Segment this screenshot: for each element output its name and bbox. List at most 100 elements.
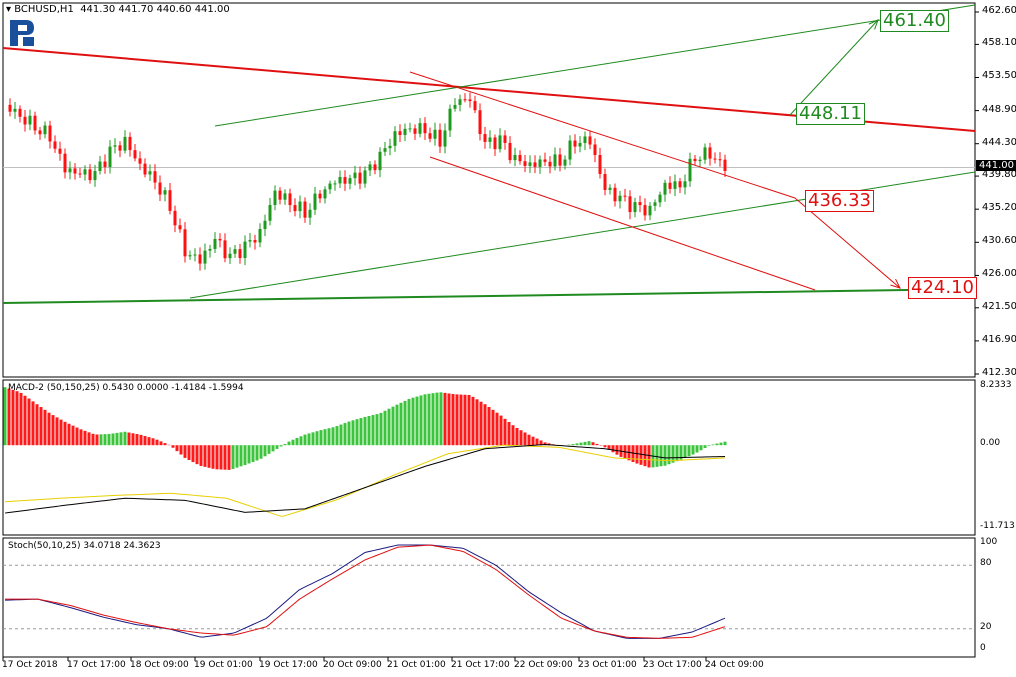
macd-histogram-bar xyxy=(471,396,475,446)
macd-histogram-bar xyxy=(667,445,671,465)
macd-histogram-bar xyxy=(379,412,383,446)
candle-body xyxy=(73,168,77,174)
candle-body xyxy=(293,205,297,212)
candle-body xyxy=(218,238,222,241)
macd-histogram-bar xyxy=(115,432,119,446)
candle-body xyxy=(483,134,487,142)
stoch-panel-frame xyxy=(2,537,976,658)
candle-body xyxy=(503,135,507,143)
macd-histogram-bar xyxy=(255,445,259,461)
candle-body xyxy=(478,110,482,135)
channel-lower-red xyxy=(429,156,816,291)
macd-histogram-bar xyxy=(531,436,535,446)
time-tick-label: 19 Oct 01:00 xyxy=(194,660,253,670)
macd-histogram-bar xyxy=(355,419,359,446)
candle-body xyxy=(568,140,572,160)
candle-body xyxy=(718,159,722,161)
candle-body xyxy=(463,99,467,101)
macd-histogram-bar xyxy=(287,441,291,446)
candle-body xyxy=(278,190,282,200)
macd-histogram-bar xyxy=(103,434,107,446)
candle-body xyxy=(328,183,332,190)
macd-histogram-bar xyxy=(711,444,715,446)
price-tick-label: 453.50 xyxy=(982,70,1016,82)
candle-body xyxy=(693,158,697,162)
macd-histogram-bar xyxy=(431,393,435,446)
candle-body xyxy=(418,123,422,134)
macd-histogram-bar xyxy=(139,434,143,446)
macd-histogram-bar xyxy=(503,418,507,446)
candle-body xyxy=(458,99,462,105)
macd-histogram-bar xyxy=(367,415,371,446)
candle-body xyxy=(433,129,437,139)
candle-body xyxy=(403,128,407,135)
candle-body xyxy=(323,189,327,199)
candle-body xyxy=(258,228,262,243)
macd-histogram-bar xyxy=(391,406,395,446)
candle-body xyxy=(513,154,517,161)
macd-histogram-bar xyxy=(719,442,723,446)
symbol-header: ▾ BCHUSD,H1 441.30 441.70 440.60 441.00 xyxy=(6,4,230,15)
macd-histogram-bar xyxy=(467,394,471,446)
macd-histogram-bar xyxy=(327,428,331,446)
candle-body xyxy=(53,141,57,149)
macd-histogram-bar xyxy=(63,421,67,446)
candle-body xyxy=(83,169,87,175)
macd-histogram-bar xyxy=(219,445,223,470)
candle-body xyxy=(163,190,167,195)
candle-body xyxy=(298,201,302,212)
time-tick-label: 17 Oct 17:00 xyxy=(67,660,126,670)
macd-histogram-bar xyxy=(399,402,403,446)
macd-histogram-bar xyxy=(491,409,495,446)
macd-histogram-bar xyxy=(411,397,415,446)
macd-histogram-bar xyxy=(243,445,247,465)
stoch-signal-line xyxy=(5,544,726,639)
macd-histogram-bar xyxy=(175,445,179,452)
macd-histogram-bar xyxy=(607,445,611,450)
macd-histogram-bar xyxy=(635,445,639,464)
time-tick-label: 23 Oct 17:00 xyxy=(643,660,702,670)
macd-histogram-bar xyxy=(703,445,707,449)
candle-body xyxy=(518,154,522,162)
candle-body xyxy=(268,205,272,221)
candle-body xyxy=(538,159,542,167)
candle-body xyxy=(443,130,447,147)
candle-body xyxy=(203,250,207,264)
macd-histogram-bar xyxy=(723,441,727,446)
macd-histogram-bar xyxy=(39,407,43,446)
candle-body xyxy=(638,202,642,206)
macd-histogram-bar xyxy=(131,433,135,446)
macd-histogram-bar xyxy=(419,395,423,446)
macd-histogram-bar xyxy=(35,404,39,446)
price-tick-label: 416.90 xyxy=(982,333,1016,345)
macd-histogram-bar xyxy=(571,444,575,446)
macd-histogram-bar xyxy=(179,445,183,455)
ohlc-values: 441.30 441.70 440.60 441.00 xyxy=(80,4,230,15)
macd-histogram-bar xyxy=(331,427,335,446)
macd-histogram-bar xyxy=(67,423,71,446)
macd-histogram-bar xyxy=(127,432,131,446)
macd-histogram-bar xyxy=(111,433,115,446)
candle-body xyxy=(273,190,277,206)
macd-histogram-bar xyxy=(199,445,203,466)
macd-histogram-bar xyxy=(567,444,571,446)
candle-body xyxy=(28,115,32,125)
candle-body xyxy=(213,238,217,249)
macd-histogram-bar xyxy=(439,392,443,446)
candle-body xyxy=(563,159,567,166)
macd-histogram-bar xyxy=(487,407,491,446)
macd-histogram-bar xyxy=(371,415,375,446)
time-tick-label: 18 Oct 09:00 xyxy=(130,660,189,670)
candle-body xyxy=(48,125,52,142)
macd-histogram-bar xyxy=(707,445,711,446)
macd-histogram-bar xyxy=(315,431,319,446)
candle-body xyxy=(533,162,537,167)
macd-histogram-bar xyxy=(463,394,467,446)
macd-histogram-bar xyxy=(347,421,351,446)
target-label: 461.40 xyxy=(880,10,949,32)
candle-body xyxy=(338,177,342,184)
macd-histogram-bar xyxy=(211,445,215,469)
macd-tick-label: 0.00 xyxy=(980,438,1001,449)
